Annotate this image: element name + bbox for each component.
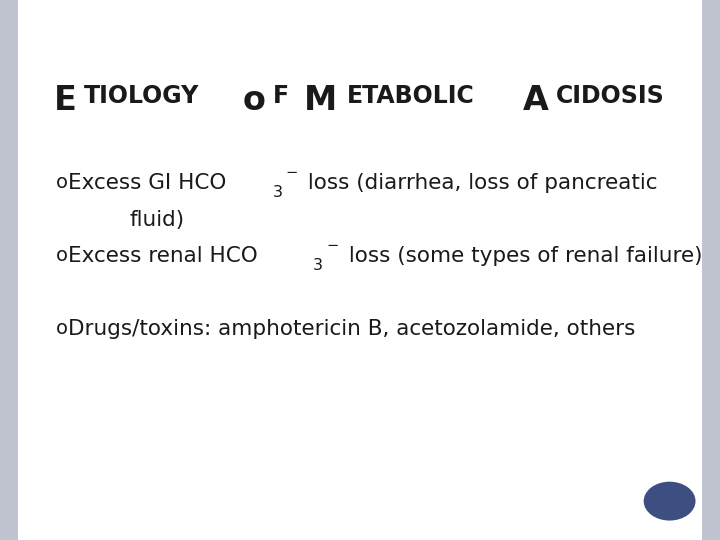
Text: 3: 3 — [273, 185, 283, 200]
Text: o: o — [55, 246, 68, 265]
Text: M: M — [304, 84, 337, 117]
Text: 3: 3 — [313, 258, 323, 273]
Bar — [0, 0, 18, 540]
Text: CIDOSIS: CIDOSIS — [556, 84, 665, 107]
Text: o: o — [243, 84, 266, 117]
Text: o: o — [55, 319, 68, 338]
Text: o: o — [55, 173, 68, 192]
Text: fluid): fluid) — [130, 210, 185, 230]
Text: F: F — [273, 84, 289, 107]
Text: Excess GI HCO: Excess GI HCO — [68, 173, 227, 193]
Text: Drugs/toxins: amphotericin B, acetozolamide, others: Drugs/toxins: amphotericin B, acetozolam… — [68, 319, 636, 339]
Text: −: − — [286, 165, 298, 180]
Text: loss (some types of renal failure): loss (some types of renal failure) — [342, 246, 703, 266]
Text: −: − — [326, 238, 338, 253]
Text: A: A — [523, 84, 548, 117]
Text: E: E — [54, 84, 77, 117]
Text: ETABOLIC: ETABOLIC — [347, 84, 474, 107]
Circle shape — [644, 482, 696, 521]
Text: TIOLOGY: TIOLOGY — [84, 84, 199, 107]
Text: loss (diarrhea, loss of pancreatic: loss (diarrhea, loss of pancreatic — [302, 173, 658, 193]
Bar — [702, 0, 720, 540]
Text: Excess renal HCO: Excess renal HCO — [68, 246, 258, 266]
